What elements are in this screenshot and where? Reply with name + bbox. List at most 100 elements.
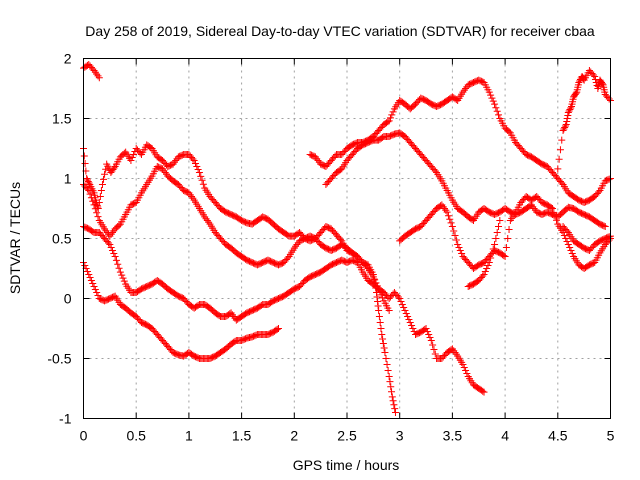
- data-point: [450, 227, 458, 235]
- data-point: [101, 225, 109, 233]
- data-point: [487, 254, 495, 262]
- data-point: [495, 223, 503, 230]
- data-point: [85, 187, 93, 194]
- data-point: [401, 307, 409, 314]
- data-point: [107, 244, 115, 251]
- x-tick-label: 1: [185, 428, 193, 444]
- data-point: [568, 250, 576, 257]
- y-tick-label: -0.5: [47, 351, 71, 367]
- y-tick-label: 1.5: [52, 111, 72, 127]
- data-point: [96, 193, 104, 200]
- data-point: [425, 331, 433, 338]
- data-point: [564, 112, 572, 119]
- data-point: [547, 204, 555, 212]
- data-point: [458, 250, 466, 257]
- data-point: [86, 274, 94, 281]
- data-point: [396, 295, 404, 302]
- data-point: [575, 79, 583, 86]
- data-point: [493, 229, 501, 236]
- data-point: [447, 219, 455, 227]
- x-tick-label: 3: [396, 428, 404, 444]
- plot-frame: [83, 58, 611, 419]
- data-point: [564, 109, 572, 116]
- data-point: [479, 272, 487, 280]
- data-point: [190, 157, 198, 164]
- data-point: [382, 355, 390, 362]
- data-point: [83, 175, 91, 182]
- data-point: [363, 263, 371, 271]
- data-point: [601, 223, 609, 230]
- grid-layer: [83, 58, 611, 419]
- series-arc-5: [80, 259, 282, 362]
- data-point: [565, 107, 573, 115]
- series-arc-10: [559, 223, 614, 254]
- x-tick-label: 4.5: [548, 428, 568, 444]
- data-point: [387, 383, 395, 391]
- data-point: [444, 212, 452, 220]
- data-point: [558, 136, 566, 144]
- data-point: [504, 235, 512, 242]
- data-point: [84, 178, 92, 185]
- data-point: [426, 334, 434, 341]
- data-point: [390, 401, 398, 409]
- data-point: [379, 335, 387, 343]
- data-point: [388, 393, 396, 401]
- data-point: [205, 218, 213, 226]
- data-point: [454, 241, 462, 248]
- data-point: [102, 227, 110, 235]
- data-point: [195, 169, 203, 176]
- data-point: [274, 325, 282, 332]
- x-tick-label: 0.5: [126, 428, 146, 444]
- data-point: [81, 262, 89, 269]
- data-point: [495, 111, 503, 119]
- data-point: [90, 283, 98, 290]
- data-point: [589, 71, 597, 79]
- data-point: [505, 226, 513, 233]
- data-point: [384, 118, 392, 126]
- data-point: [94, 292, 102, 299]
- data-point: [572, 89, 580, 97]
- data-point: [491, 241, 499, 248]
- data-point: [422, 325, 430, 332]
- data-point: [408, 322, 416, 329]
- data-point: [379, 294, 387, 302]
- data-point: [459, 88, 467, 96]
- data-point: [85, 179, 93, 187]
- data-point: [460, 86, 468, 94]
- data-point: [397, 298, 405, 305]
- data-point: [556, 146, 564, 154]
- data-point: [549, 205, 557, 212]
- data-point: [98, 181, 106, 188]
- data-point: [108, 229, 116, 236]
- data-point: [198, 176, 206, 184]
- data-point: [456, 247, 464, 254]
- data-point: [452, 236, 460, 244]
- data-point: [85, 271, 93, 278]
- data-point: [83, 268, 91, 275]
- data-point: [161, 169, 169, 176]
- data-point: [488, 94, 496, 102]
- data-point: [293, 241, 301, 248]
- data-point: [442, 206, 450, 214]
- data-point: [273, 325, 281, 333]
- data-point: [438, 201, 446, 209]
- data-point: [115, 221, 123, 229]
- data-point: [373, 293, 381, 301]
- data-point: [378, 331, 386, 338]
- x-tick-label: 0: [80, 428, 88, 444]
- data-point: [559, 127, 567, 134]
- data-point: [105, 239, 113, 247]
- data-point: [369, 273, 377, 281]
- data-point: [81, 160, 89, 167]
- data-point: [375, 313, 383, 320]
- data-point: [130, 151, 138, 158]
- data-point: [394, 293, 402, 301]
- data-point: [119, 274, 127, 282]
- data-point: [160, 167, 168, 175]
- data-point: [230, 313, 238, 320]
- data-point: [386, 378, 394, 386]
- y-tick-label: 0.5: [52, 231, 72, 247]
- data-point: [459, 361, 467, 368]
- y-axis-label: SDTVAR / TECUs: [7, 182, 23, 294]
- data-point: [377, 325, 385, 332]
